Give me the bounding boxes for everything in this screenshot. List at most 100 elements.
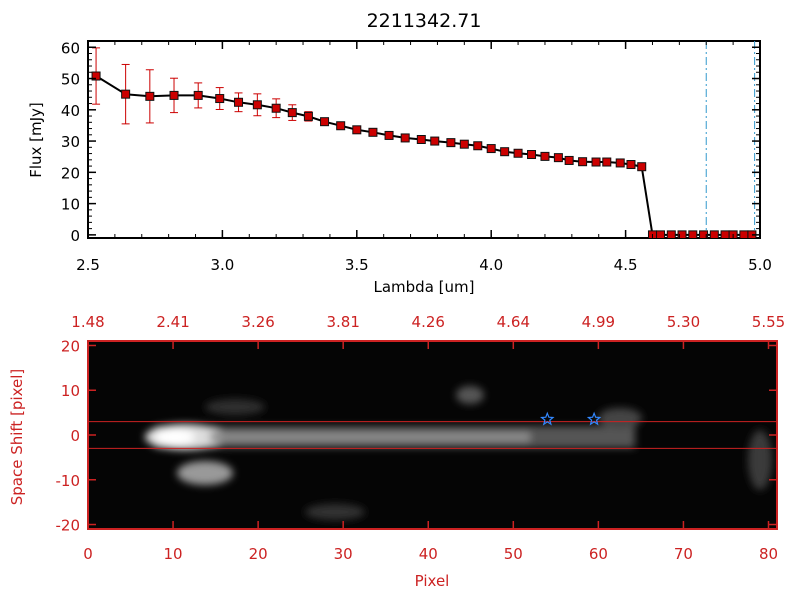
data-point (637, 162, 647, 172)
data-point (193, 90, 203, 100)
data-point (91, 71, 101, 81)
y-tick-label: 30 (61, 133, 80, 151)
heatmap-x-label: Pixel (415, 572, 450, 590)
heatmap-y-tick-label: 10 (61, 382, 80, 400)
spectrum-x-axis: 2.5 3.0 3.5 4.0 4.5 5.0 (76, 41, 772, 274)
heatmap-x-tick-label: 80 (759, 545, 778, 563)
heatmap-y-tick-label: 0 (70, 427, 80, 445)
heatmap-top-tick-label: 4.26 (412, 313, 445, 331)
lower-haze (305, 504, 365, 520)
data-point (287, 108, 297, 118)
trace-peak (155, 429, 195, 445)
spectrum-y-label: Flux [mJy] (27, 102, 45, 178)
heatmap-x-tick-label: 20 (249, 545, 268, 563)
data-point (666, 230, 676, 238)
heatmap-top-tick-label: 4.64 (497, 313, 530, 331)
chart-title: 2211342.71 (367, 10, 482, 32)
data-point (553, 153, 563, 163)
heatmap-y-tick-label: -20 (56, 517, 81, 535)
spectrum-vertical-guides (705, 41, 756, 238)
data-point (121, 89, 131, 99)
data-point (540, 151, 550, 161)
data-point (739, 230, 749, 238)
heatmap-image (145, 386, 772, 520)
data-point (720, 230, 730, 238)
heatmap-y-axis: -20 -10 0 10 20 (56, 337, 777, 535)
heatmap-top-tick-label: 1.48 (71, 313, 104, 331)
heatmap-x-tick-label: 10 (164, 545, 183, 563)
y-tick-label: 50 (61, 71, 80, 89)
y-tick-label: 10 (61, 196, 80, 214)
data-point (368, 127, 378, 137)
heatmap-y-tick-label: -10 (56, 472, 81, 490)
spectrum-series (91, 47, 757, 238)
data-point (688, 230, 698, 238)
heatmap-top-tick-label: 3.26 (241, 313, 274, 331)
data-point (500, 147, 510, 157)
heatmap-x-tick-label: 0 (83, 545, 93, 563)
lower-blob (177, 461, 233, 485)
data-point (169, 90, 179, 100)
y-tick-label: 20 (61, 164, 80, 182)
x-tick-label: 4.0 (479, 256, 503, 274)
data-point (384, 130, 394, 140)
data-point (459, 139, 469, 149)
right-blob (598, 408, 642, 428)
star-marker (540, 411, 555, 426)
x-tick-label: 5.0 (748, 256, 772, 274)
data-point (591, 157, 601, 167)
data-point (709, 230, 719, 238)
spectrum-y-axis: 0 10 20 30 40 50 60 (61, 39, 760, 245)
data-point (527, 150, 537, 160)
data-point (486, 144, 496, 154)
heatmap-top-tick-label: 5.55 (752, 313, 785, 331)
trace-tail (210, 432, 530, 442)
data-point (656, 230, 666, 238)
data-point (400, 133, 410, 143)
upper-blob (456, 386, 484, 404)
spectrum-plot-frame (87, 40, 761, 239)
heatmap-x-tick-label: 60 (589, 545, 608, 563)
extraction-window-lines (88, 421, 777, 449)
data-point (430, 136, 440, 146)
x-tick-label: 3.5 (345, 256, 369, 274)
x-tick-label: 3.0 (210, 256, 234, 274)
flux-line (95, 75, 752, 236)
star-marker (586, 411, 602, 426)
data-point (615, 158, 625, 168)
data-point (215, 94, 225, 104)
data-point (271, 103, 281, 113)
data-point (336, 121, 346, 131)
data-point (677, 230, 687, 238)
upper-haze (205, 399, 265, 415)
data-point (626, 160, 636, 170)
data-point (416, 135, 426, 144)
x-tick-label: 4.5 (614, 256, 638, 274)
spectrum-image-panel: 0 10 20 30 40 50 60 70 80 1.48 2.41 3.26 3.81 4.26 4.… (8, 313, 785, 590)
x-tick-label: 2.5 (76, 256, 100, 274)
data-point (303, 111, 313, 121)
data-point (473, 141, 483, 151)
far-right-blob (748, 430, 772, 490)
heatmap-x-tick-label: 50 (504, 545, 523, 563)
y-tick-label: 60 (61, 39, 80, 57)
data-point (352, 125, 362, 135)
heatmap-top-tick-label: 5.30 (667, 313, 700, 331)
heatmap-top-axis: 1.48 2.41 3.26 3.81 4.26 4.64 4.99 5.30 5.55 (71, 313, 785, 349)
data-point (446, 138, 456, 148)
data-point (513, 148, 523, 158)
data-point (602, 157, 612, 167)
heatmap-x-axis: 0 10 20 30 40 50 60 70 80 (83, 521, 778, 563)
data-point (145, 91, 155, 101)
heatmap-x-tick-label: 40 (419, 545, 438, 563)
spectrum-panel: 2211342.71 2.5 3.0 3.5 4.0 4.5 5.0 0 10 20 30 40 5… (27, 10, 772, 296)
heatmap-x-tick-label: 70 (674, 545, 693, 563)
data-point (699, 230, 709, 238)
y-tick-label: 0 (70, 227, 80, 245)
heatmap-top-tick-label: 2.41 (156, 313, 189, 331)
data-point (320, 117, 330, 127)
data-point (564, 155, 574, 165)
heatmap-top-tick-label: 4.99 (582, 313, 615, 331)
heatmap-top-tick-label: 3.81 (326, 313, 359, 331)
